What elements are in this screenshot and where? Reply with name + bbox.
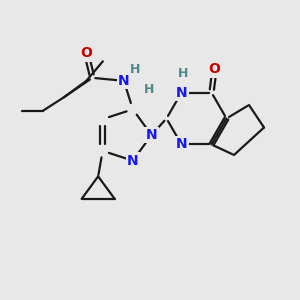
Text: N: N (176, 137, 187, 152)
Text: H: H (178, 68, 188, 80)
Text: H: H (130, 63, 140, 76)
Text: N: N (118, 74, 130, 88)
Text: O: O (80, 46, 92, 60)
Text: H: H (144, 83, 154, 96)
Text: N: N (176, 85, 187, 100)
Text: N: N (127, 154, 139, 168)
Text: N: N (146, 128, 157, 142)
Text: O: O (208, 62, 220, 76)
